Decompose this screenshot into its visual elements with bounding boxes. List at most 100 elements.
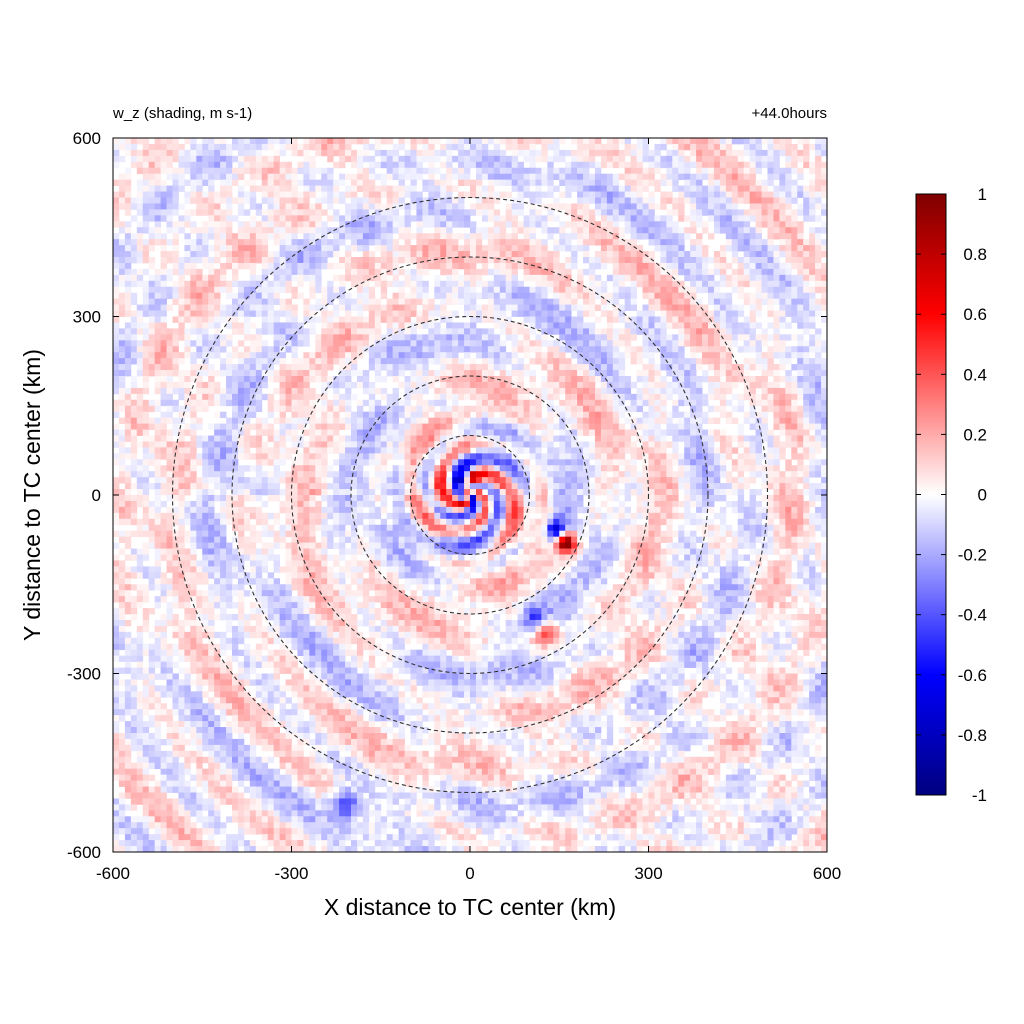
heatmap-cell (702, 393, 709, 401)
heatmap-cell (416, 251, 423, 258)
heatmap-cell (630, 304, 637, 311)
heatmap-cell (618, 328, 626, 335)
heatmap-cell (690, 405, 697, 413)
heatmap-cell (113, 221, 120, 228)
heatmap-cell (785, 268, 792, 276)
heatmap-cell (237, 352, 245, 359)
heatmap-cell (594, 352, 602, 359)
heatmap-cell (589, 221, 596, 228)
heatmap-cell (267, 310, 275, 317)
heatmap-cell (523, 423, 530, 430)
heatmap-cell (428, 185, 435, 192)
heatmap-cell (583, 179, 590, 186)
heatmap-cell (487, 179, 495, 186)
heatmap-cell (422, 334, 429, 341)
heatmap-cell (773, 197, 780, 204)
heatmap-cell (368, 167, 376, 175)
heatmap-cell (475, 411, 483, 419)
heatmap-cell (160, 149, 167, 157)
heatmap-cell (232, 304, 239, 311)
heatmap-cell (559, 274, 566, 282)
heatmap-cell (113, 352, 120, 359)
heatmap-cell (351, 185, 358, 192)
heatmap-cell (773, 352, 780, 359)
heatmap-cell (684, 334, 691, 341)
heatmap-cell (660, 417, 667, 424)
heatmap-cell (505, 161, 513, 169)
heatmap-cell (737, 239, 745, 246)
heatmap-cell (279, 191, 286, 198)
heatmap-cell (529, 370, 536, 377)
heatmap-cell (148, 286, 156, 294)
heatmap-cell (708, 292, 715, 300)
heatmap-cell (327, 340, 334, 347)
heatmap-cell (791, 257, 798, 264)
heatmap-cell (279, 274, 286, 282)
heatmap-cell (713, 328, 721, 335)
heatmap-cell (190, 262, 197, 270)
heatmap-cell (160, 292, 167, 300)
heatmap-cell (160, 346, 167, 353)
heatmap-cell (124, 280, 132, 288)
heatmap-cell (273, 185, 280, 192)
heatmap-cell (446, 191, 453, 198)
heatmap-cell (517, 257, 524, 264)
heatmap-cell (660, 381, 667, 389)
heatmap-cell (362, 233, 370, 240)
heatmap-cell (624, 185, 632, 192)
heatmap-cell (755, 191, 762, 198)
heatmap-cell (636, 233, 643, 240)
heatmap-cell (755, 167, 762, 175)
heatmap-cell (594, 393, 602, 401)
heatmap-cell (684, 381, 691, 389)
heatmap-cell (362, 143, 370, 151)
heatmap-cell (285, 274, 292, 282)
heatmap-cell (571, 387, 578, 395)
heatmap-cell (386, 417, 394, 424)
heatmap-cell (696, 304, 703, 311)
heatmap-cell (696, 245, 703, 252)
heatmap-cell (773, 280, 780, 288)
heatmap-cell (618, 387, 626, 395)
heatmap-cell (481, 334, 489, 341)
heatmap-cell (386, 257, 394, 264)
heatmap-cell (154, 381, 161, 389)
heatmap-cell (589, 179, 596, 186)
heatmap-cell (345, 346, 352, 353)
heatmap-cell (130, 310, 138, 317)
heatmap-cell (154, 173, 161, 181)
heatmap-cell (291, 334, 298, 341)
heatmap-cell (636, 155, 643, 163)
heatmap-cell (773, 143, 780, 151)
heatmap-cell (547, 191, 554, 198)
heatmap-cell (279, 334, 286, 341)
heatmap-cell (624, 298, 632, 305)
heatmap-cell (208, 346, 215, 353)
heatmap-cell (594, 167, 602, 175)
heatmap-cell (708, 215, 715, 222)
heatmap-cell (565, 328, 572, 335)
heatmap-cell (642, 370, 649, 377)
heatmap-cell (690, 239, 697, 246)
heatmap-cell (594, 239, 602, 246)
heatmap-cell (821, 167, 827, 175)
heatmap-cell (208, 227, 215, 234)
heatmap-cell (416, 197, 423, 204)
heatmap-cell (618, 274, 626, 282)
heatmap-cell (630, 167, 637, 175)
heatmap-cell (547, 393, 554, 401)
heatmap-cell (600, 352, 608, 359)
heatmap-cell (303, 298, 310, 305)
heatmap-cell (327, 167, 334, 175)
heatmap-cell (499, 268, 507, 276)
heatmap-cell (184, 161, 191, 169)
heatmap-cell (487, 149, 495, 157)
heatmap-cell (684, 358, 691, 365)
heatmap-cell (713, 381, 721, 389)
heatmap-cell (511, 239, 518, 246)
heatmap-cell (202, 358, 209, 365)
heatmap-cell (565, 322, 572, 329)
heatmap-cell (678, 262, 685, 270)
heatmap-cell (660, 334, 667, 341)
heatmap-cell (642, 233, 649, 240)
